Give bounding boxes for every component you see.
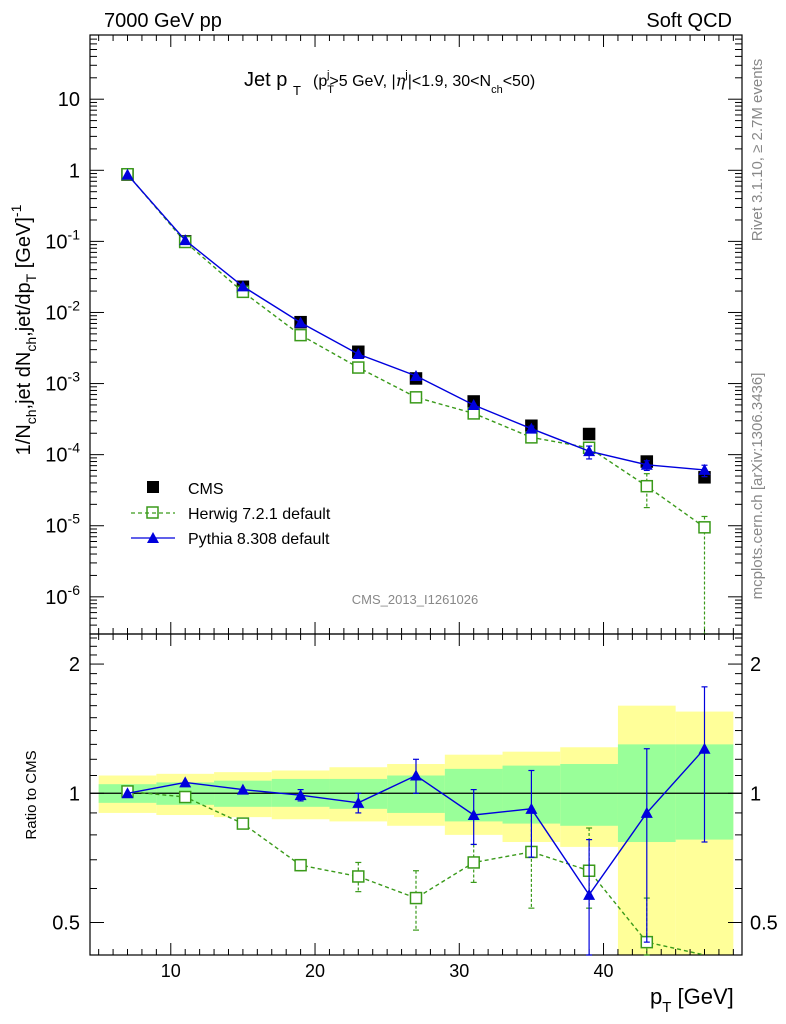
main-panel: 10 1 10-1 10-2 10-3 10-4 10-5 10-6	[45, 34, 743, 646]
ratio-pythia-point	[467, 809, 480, 821]
y-tick-label: 10-4	[45, 440, 80, 467]
y-tick-label: 10-2	[45, 297, 80, 324]
pythia-point	[179, 234, 192, 246]
legend-marker-pythia	[147, 532, 159, 543]
ratio-herwig-point	[409, 891, 423, 905]
y-tick-label: 10-5	[45, 511, 80, 538]
ratio-pythia-point	[121, 787, 134, 799]
pythia-point	[121, 168, 134, 180]
herwig-point	[698, 521, 711, 534]
y-tick-label: 10	[58, 89, 80, 111]
x-axis-title: pT [GeV]	[650, 984, 734, 1016]
ratio-pythia-point	[410, 769, 422, 781]
header-right: Soft QCD	[646, 10, 732, 32]
herwig-point	[294, 328, 307, 342]
mcplots-label: mcplots.cern.ch [arXiv:1306.3436]	[749, 373, 766, 600]
main-ylabel: 1/Nch,jet dNch,jet/dpT [GeV]-1	[8, 204, 39, 455]
pythia-point	[236, 280, 249, 292]
ratio-y-tick-label-right: 0.5	[750, 912, 778, 934]
y-tick-label: 10-6	[45, 582, 80, 609]
ratio-herwig-point	[294, 858, 307, 872]
x-tick-label: 30	[449, 961, 469, 981]
pythia-line	[126, 174, 705, 471]
svg-text:pT [GeV]: pT [GeV]	[650, 984, 734, 1016]
pythia-point	[467, 398, 480, 410]
ratio-y-tick-label-right: 2	[750, 654, 761, 676]
legend-label-pythia: Pythia 8.308 default	[188, 531, 330, 548]
herwig-line	[126, 173, 705, 528]
pythia-point	[525, 422, 538, 434]
pythia-point	[410, 369, 422, 381]
x-tick-label: 10	[161, 961, 181, 981]
title-sub-T: T	[293, 83, 301, 98]
x-tick-label: 40	[594, 961, 614, 981]
ratio-herwig-point	[467, 856, 480, 869]
ratio-y-tick-label-right: 1	[750, 783, 761, 805]
legend: CMS Herwig 7.2.1 default Pythia 8.308 de…	[131, 481, 331, 548]
ratio-pythia-point	[583, 888, 596, 900]
ratio-pythia-point	[698, 742, 711, 754]
herwig-point	[640, 479, 654, 493]
title-rest: (pTj>5 GeV, |ηj|<1.9, 30<Nch<50)	[313, 69, 535, 96]
ratio-panel: 10 20 30 40 0.5 0.5 1 1 2 2	[52, 633, 778, 981]
ratio-pythia-point	[179, 776, 192, 788]
cms-point	[582, 427, 596, 441]
ratio-y-tick-label-left: 0.5	[52, 912, 80, 934]
ratio-herwig-point	[236, 817, 250, 830]
main-panel-title: Jet p T (pTj>5 GeV, |ηj|<1.9, 30<Nch<50)	[244, 69, 535, 98]
herwig-point	[352, 361, 365, 374]
ratio-herwig-line	[127, 790, 705, 956]
legend-label-herwig: Herwig 7.2.1 default	[188, 506, 331, 523]
pythia-point	[640, 458, 653, 470]
ratio-pythia-point	[236, 783, 249, 795]
band-green	[560, 764, 618, 826]
pythia-point	[294, 316, 307, 328]
pythia-point	[583, 445, 596, 457]
ratio-y-tick-label-left: 1	[69, 783, 80, 805]
ratio-ylabel: Ratio to CMS	[23, 750, 40, 839]
watermark: CMS_2013_I1261026	[352, 592, 479, 607]
ratio-y-tick-label-left: 2	[69, 654, 80, 676]
herwig-point	[409, 391, 423, 404]
ratio-pythia-point	[352, 796, 365, 808]
y-tick-label: 10-3	[45, 369, 80, 396]
ratio-pythia-point	[525, 802, 538, 814]
ratio-herwig-point	[178, 790, 192, 804]
header-left: 7000 GeV pp	[104, 10, 222, 32]
pythia-point	[352, 348, 365, 360]
legend-marker-herwig	[146, 506, 159, 519]
svg-text:1/Nch,jet dNch,jet/dpT [GeV]-1: 1/Nch,jet dNch,jet/dpT [GeV]-1	[8, 204, 39, 455]
title-jet: Jet p	[244, 69, 287, 91]
rivet-label: Rivet 3.1.10, ≥ 2.7M events	[749, 59, 766, 242]
ratio-pythia-point	[640, 806, 653, 818]
x-tick-label: 20	[305, 961, 325, 981]
legend-marker-cms	[147, 481, 159, 493]
pythia-point	[698, 463, 711, 475]
y-tick-label: 10-1	[45, 226, 80, 253]
legend-label-cms: CMS	[188, 481, 224, 498]
ratio-herwig-point	[352, 870, 365, 883]
ratio-pythia-point	[294, 789, 307, 801]
y-tick-label: 1	[69, 160, 80, 182]
